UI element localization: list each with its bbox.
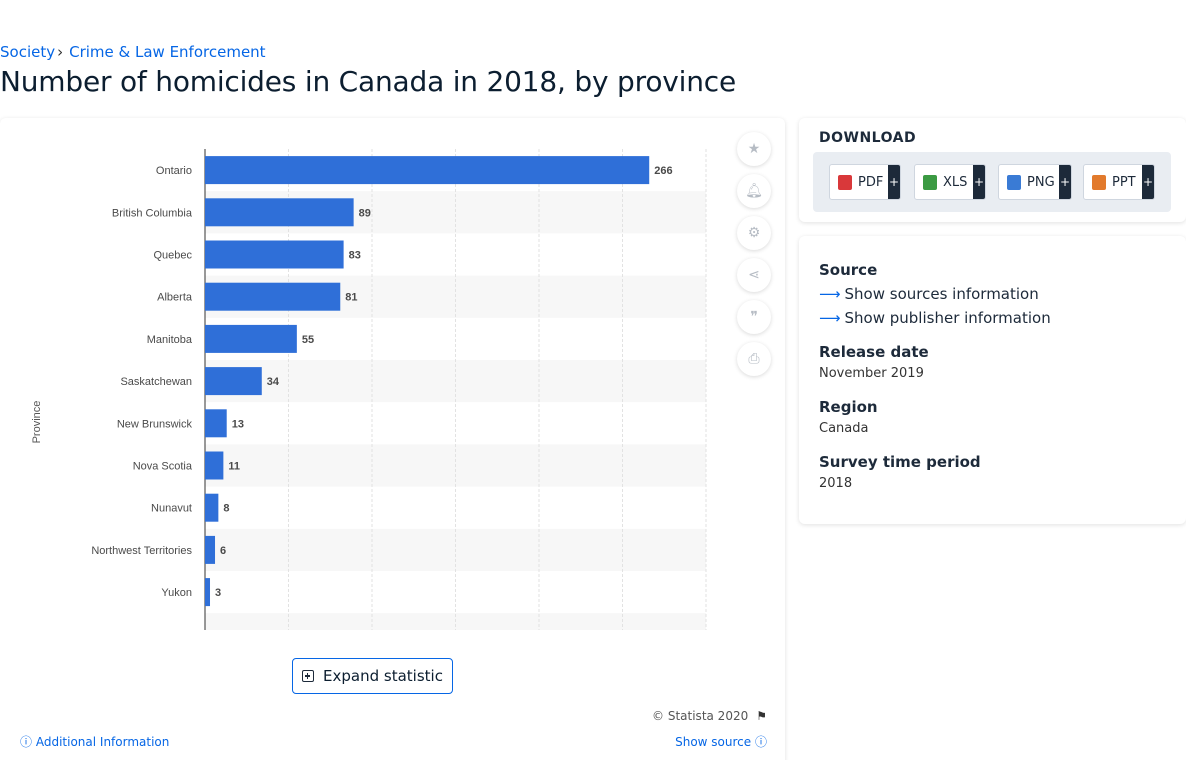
category-label: Northwest Territories: [91, 545, 192, 557]
arrow-right-icon: ⟶: [819, 309, 841, 327]
category-label: British Columbia: [112, 207, 193, 219]
show-source-label: Show source: [675, 735, 752, 749]
info-card: Source ⟶ Show sources information ⟶ Show p…: [799, 236, 1186, 524]
show-sources-link[interactable]: ⟶ Show sources information: [819, 285, 1039, 303]
pdf-file-icon: [838, 174, 852, 190]
data-label: 266: [654, 165, 672, 177]
expand-label: Expand statistic: [323, 667, 443, 685]
breadcrumb-society[interactable]: Society: [0, 43, 56, 61]
plus-icon[interactable]: +: [973, 165, 985, 199]
source-heading: Source: [819, 261, 878, 279]
data-label: 89: [359, 207, 371, 219]
download-ppt-label: PPT: [1112, 174, 1136, 190]
data-label: 81: [345, 292, 357, 304]
region-value: Canada: [819, 421, 869, 436]
breadcrumb: Society › Crime & Law Enforcement: [0, 43, 266, 61]
y-axis-label: Province: [31, 401, 43, 444]
release-date-value: November 2019: [819, 366, 924, 381]
show-source-link[interactable]: Show source ⓘ: [675, 733, 767, 750]
download-card: DOWNLOAD PDF + XLS + PNG + PPT +: [799, 118, 1186, 222]
ppt-file-icon: [1092, 174, 1106, 190]
category-label: Nunavut: [151, 503, 192, 515]
data-label: 55: [302, 334, 314, 346]
data-label: 3: [215, 587, 221, 599]
data-label: 83: [349, 250, 361, 262]
flag-icon[interactable]: ⚑: [756, 709, 767, 723]
show-publisher-link[interactable]: ⟶ Show publisher information: [819, 309, 1051, 327]
bar-british-columbia: [205, 198, 354, 227]
category-label: Manitoba: [147, 334, 193, 346]
category-label: New Brunswick: [117, 418, 193, 430]
additional-information-label: Additional Information: [35, 735, 170, 749]
survey-period-value: 2018: [819, 476, 853, 491]
bar-manitoba: [205, 324, 297, 353]
print-icon[interactable]: ⎙: [737, 342, 771, 376]
category-label: Ontario: [156, 165, 192, 177]
bar-nova-scotia: [205, 451, 224, 480]
expand-icon: [302, 670, 315, 682]
plus-icon[interactable]: +: [1059, 165, 1071, 199]
show-publisher-label: Show publisher information: [844, 309, 1051, 327]
breadcrumb-crime-law[interactable]: Crime & Law Enforcement: [69, 43, 266, 61]
category-label: Alberta: [157, 292, 193, 304]
category-label: Yukon: [161, 587, 192, 599]
show-sources-label: Show sources information: [844, 285, 1039, 303]
copyright: © Statista 2020 ⚑: [652, 709, 767, 723]
download-xls-label: XLS: [943, 174, 968, 190]
data-label: 6: [220, 545, 226, 557]
chart-card: Ontario 266 British Columbia 89 Quebec 83 Albe…: [0, 118, 785, 760]
quote-icon[interactable]: ❞: [737, 300, 771, 334]
png-file-icon: [1007, 174, 1021, 190]
bar-northwest-territories: [205, 535, 216, 564]
release-date-heading: Release date: [819, 343, 929, 361]
data-label: 34: [267, 376, 280, 388]
additional-information-link[interactable]: ⓘ Additional Information: [20, 733, 169, 750]
region-heading: Region: [819, 398, 878, 416]
plus-icon[interactable]: +: [888, 165, 900, 199]
bar-alberta: [205, 282, 341, 311]
gear-icon[interactable]: ⚙: [737, 216, 771, 250]
xls-file-icon: [923, 174, 937, 190]
page-title: Number of homicides in Canada in 2018, b…: [0, 65, 736, 98]
arrow-right-icon: ⟶: [819, 285, 841, 303]
info-icon: ⓘ: [20, 735, 33, 749]
bell-icon[interactable]: 🔔︎: [737, 174, 771, 208]
data-label: 0: [210, 629, 216, 638]
chart-toolbar: ★ 🔔︎ ⚙ ⋖ ❞ ⎙: [737, 132, 773, 384]
category-label: Quebec: [153, 250, 192, 262]
download-pdf-button[interactable]: PDF +: [829, 164, 901, 200]
download-title: DOWNLOAD: [819, 130, 917, 146]
category-label: Nova Scotia: [133, 461, 193, 473]
bar-ontario: [205, 156, 650, 185]
expand-statistic-button[interactable]: Expand statistic: [292, 658, 453, 694]
download-xls-button[interactable]: XLS +: [914, 164, 986, 200]
download-bar: PDF + XLS + PNG + PPT +: [813, 152, 1171, 212]
bar-quebec: [205, 240, 344, 269]
download-png-button[interactable]: PNG +: [998, 164, 1072, 200]
category-label: Newfoundland and Labrador: [53, 629, 192, 638]
data-label: 13: [232, 418, 244, 430]
share-icon[interactable]: ⋖: [737, 258, 771, 292]
data-label: 8: [223, 503, 229, 515]
bar-nunavut: [205, 493, 219, 522]
survey-period-heading: Survey time period: [819, 453, 981, 471]
download-pdf-label: PDF: [858, 174, 884, 190]
bar-saskatchewan: [205, 367, 262, 396]
download-ppt-button[interactable]: PPT +: [1083, 164, 1155, 200]
download-png-label: PNG: [1027, 174, 1055, 190]
info-icon: ⓘ: [754, 735, 767, 749]
breadcrumb-separator: ›: [57, 43, 64, 61]
copyright-text: © Statista 2020: [652, 709, 749, 723]
plus-icon[interactable]: +: [1142, 165, 1154, 199]
bar-yukon: [205, 578, 211, 607]
bar-new-brunswick: [205, 409, 227, 438]
data-label: 11: [228, 461, 240, 473]
star-icon[interactable]: ★: [737, 132, 771, 166]
category-label: Saskatchewan: [120, 376, 192, 388]
